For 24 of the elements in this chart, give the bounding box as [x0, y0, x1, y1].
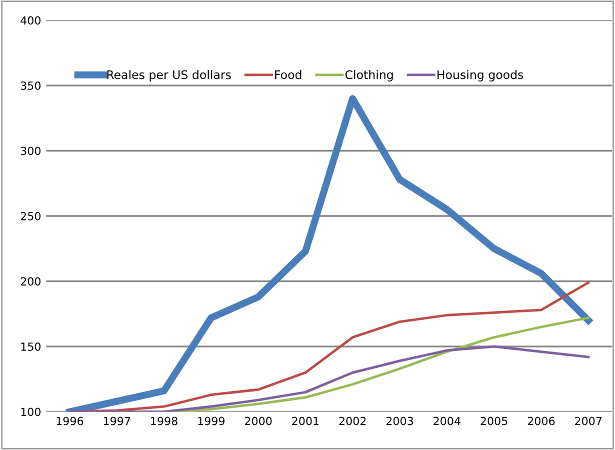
- legend-label: Housing goods: [438, 70, 524, 82]
- x-tick-label: 1999: [198, 416, 225, 426]
- x-tick-label: 2005: [480, 416, 508, 426]
- y-tick-label: 300: [20, 146, 41, 156]
- x-tick-label: 2007: [575, 416, 602, 426]
- x-tick-label: 2001: [292, 416, 319, 426]
- y-tick-label: 400: [20, 16, 41, 25]
- x-tick-label: 2003: [386, 416, 413, 426]
- y-tick-label: 150: [21, 342, 41, 351]
- y-tick-label: 250: [20, 212, 41, 220]
- legend-label: Food: [275, 70, 302, 80]
- x-tick-label: 1997: [104, 416, 130, 426]
- y-tick-label: 200: [20, 277, 41, 286]
- y-tick-label: 100: [21, 408, 41, 416]
- x-tick-label: 2004: [434, 416, 460, 426]
- line-series: [68, 345, 590, 412]
- y-tick-label: 350: [20, 81, 41, 90]
- x-tick-label: 1996: [56, 416, 84, 426]
- x-tick-label: 2006: [528, 416, 555, 426]
- legend-label: Clothing: [345, 70, 393, 82]
- x-tick-label: 1998: [151, 416, 178, 426]
- legend-label: Reales per US dollars: [107, 70, 231, 82]
- x-tick-label: 2002: [339, 416, 366, 426]
- x-tick-label: 2000: [244, 416, 272, 426]
